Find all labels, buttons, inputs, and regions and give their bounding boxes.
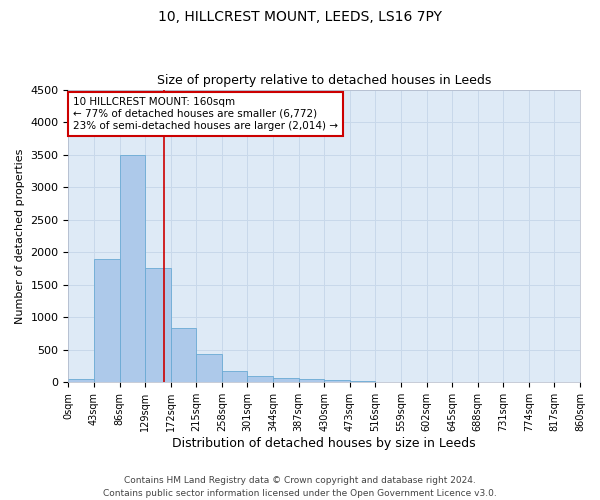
Text: 10 HILLCREST MOUNT: 160sqm
← 77% of detached houses are smaller (6,772)
23% of s: 10 HILLCREST MOUNT: 160sqm ← 77% of deta… — [73, 98, 338, 130]
Bar — [324, 380, 350, 382]
Bar — [247, 376, 273, 382]
Y-axis label: Number of detached properties: Number of detached properties — [15, 148, 25, 324]
Text: Contains HM Land Registry data © Crown copyright and database right 2024.
Contai: Contains HM Land Registry data © Crown c… — [103, 476, 497, 498]
Bar — [222, 372, 247, 382]
Bar — [273, 378, 299, 382]
Bar — [171, 328, 196, 382]
Bar — [94, 258, 119, 382]
Bar — [68, 379, 94, 382]
Bar — [350, 380, 376, 382]
Bar — [145, 268, 171, 382]
Bar — [299, 379, 324, 382]
X-axis label: Distribution of detached houses by size in Leeds: Distribution of detached houses by size … — [172, 437, 476, 450]
Title: Size of property relative to detached houses in Leeds: Size of property relative to detached ho… — [157, 74, 491, 87]
Bar — [196, 354, 222, 382]
Bar — [119, 154, 145, 382]
Text: 10, HILLCREST MOUNT, LEEDS, LS16 7PY: 10, HILLCREST MOUNT, LEEDS, LS16 7PY — [158, 10, 442, 24]
